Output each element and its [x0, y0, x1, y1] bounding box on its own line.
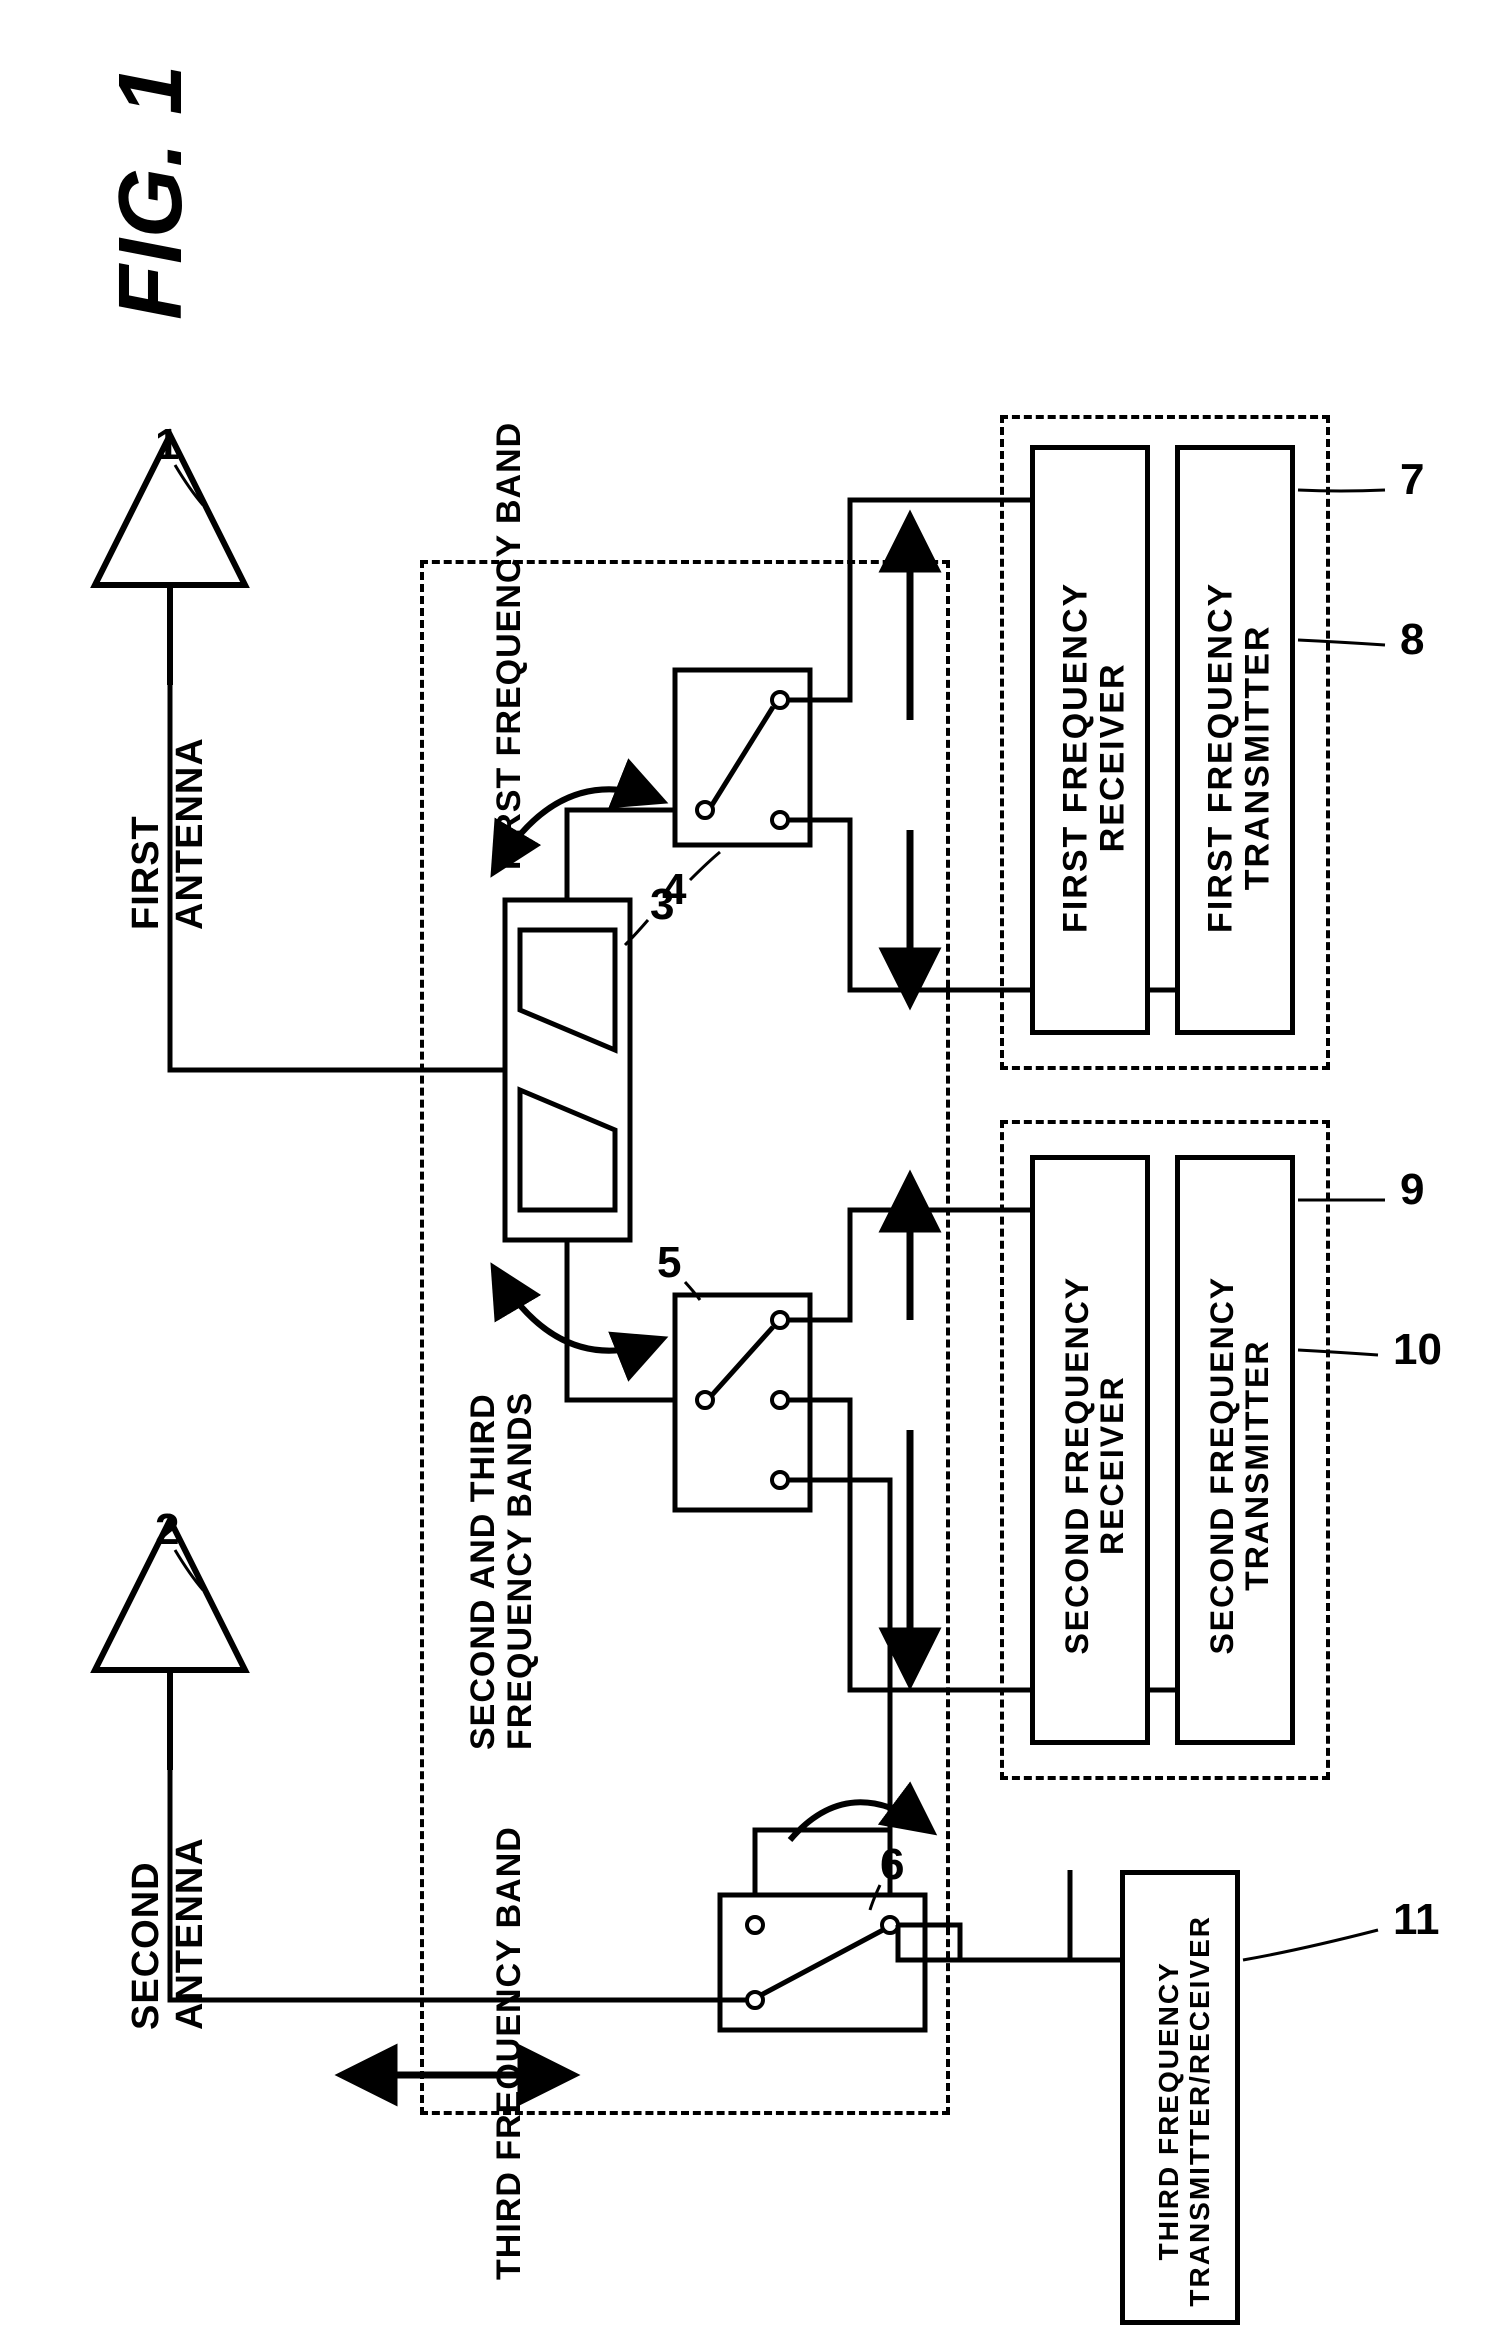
block-first-rx: FIRST FREQUENCY RECEIVER — [1030, 445, 1150, 1035]
ref-10: 10 — [1393, 1325, 1442, 1375]
second-third-band-label: SECOND AND THIRD FREQUENCY BANDS — [465, 1392, 540, 1750]
block-third-txrx-label: THIRD FREQUENCY TRANSMITTER/RECEIVER — [1154, 1876, 1216, 2346]
first-antenna-icon — [95, 435, 245, 685]
block-first-tx: FIRST FREQUENCY TRANSMITTER — [1175, 445, 1295, 1035]
second-antenna-icon — [95, 1520, 245, 1770]
block-second-rx: SECOND FREQUENCY RECEIVER — [1030, 1155, 1150, 1745]
block-second-tx-label: SECOND FREQUENCY TRANSMITTER — [1205, 1170, 1275, 1760]
first-band-label: FIRST FREQUENCY BAND — [490, 422, 529, 870]
block-first-rx-label: FIRST FREQUENCY RECEIVER — [1058, 462, 1133, 1052]
block-second-rx-label: SECOND FREQUENCY RECEIVER — [1060, 1170, 1130, 1760]
ref-7: 7 — [1400, 455, 1424, 505]
ref-1: 1 — [155, 420, 179, 470]
ref-9: 9 — [1400, 1165, 1424, 1215]
second-antenna-label-text: SECOND ANTENNA — [125, 1837, 211, 2030]
block-second-tx: SECOND FREQUENCY TRANSMITTER — [1175, 1155, 1295, 1745]
block-third-txrx: THIRD FREQUENCY TRANSMITTER/RECEIVER — [1120, 1870, 1240, 2325]
ref-4: 4 — [662, 865, 686, 915]
ref-5: 5 — [657, 1238, 681, 1288]
first-antenna-label-text: FIRST ANTENNA — [125, 737, 211, 930]
second-third-band-label-text: SECOND AND THIRD FREQUENCY BANDS — [464, 1392, 539, 1750]
ref-6: 6 — [880, 1840, 904, 1890]
ref-11: 11 — [1393, 1895, 1440, 1945]
figure-title: FIG. 1 — [100, 64, 203, 320]
block-first-tx-label: FIRST FREQUENCY TRANSMITTER — [1203, 462, 1278, 1052]
first-antenna-label: FIRST ANTENNA — [125, 737, 212, 930]
second-antenna-label: SECOND ANTENNA — [125, 1837, 212, 2030]
third-band-label: THIRD FREQUENCY BAND — [490, 1826, 529, 2280]
ref-2: 2 — [155, 1505, 179, 1555]
ref-8: 8 — [1400, 615, 1424, 665]
diagram-canvas: FIG. 1 — [0, 0, 1491, 2332]
